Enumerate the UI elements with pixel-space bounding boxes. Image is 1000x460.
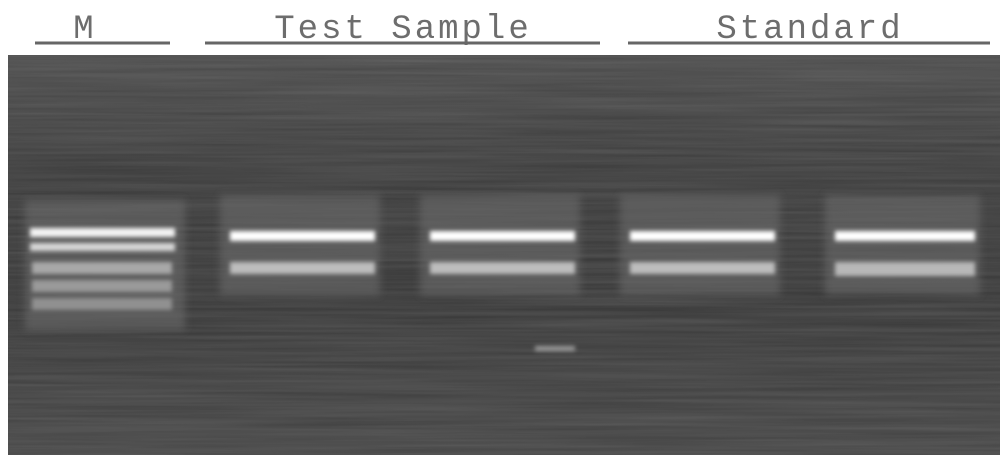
bands [30,228,975,351]
band [630,262,775,274]
band [835,262,975,276]
band [230,231,375,241]
band [30,243,175,251]
band [535,346,575,351]
band [30,228,175,237]
gel [8,55,1000,455]
band [430,231,575,241]
band [32,262,172,274]
band [630,231,775,241]
lane-label: M [73,11,96,49]
band [32,298,172,310]
band [230,262,375,274]
band [835,231,975,241]
band [430,262,575,274]
header: M Test Sample Standard [35,11,990,49]
band [32,280,172,292]
